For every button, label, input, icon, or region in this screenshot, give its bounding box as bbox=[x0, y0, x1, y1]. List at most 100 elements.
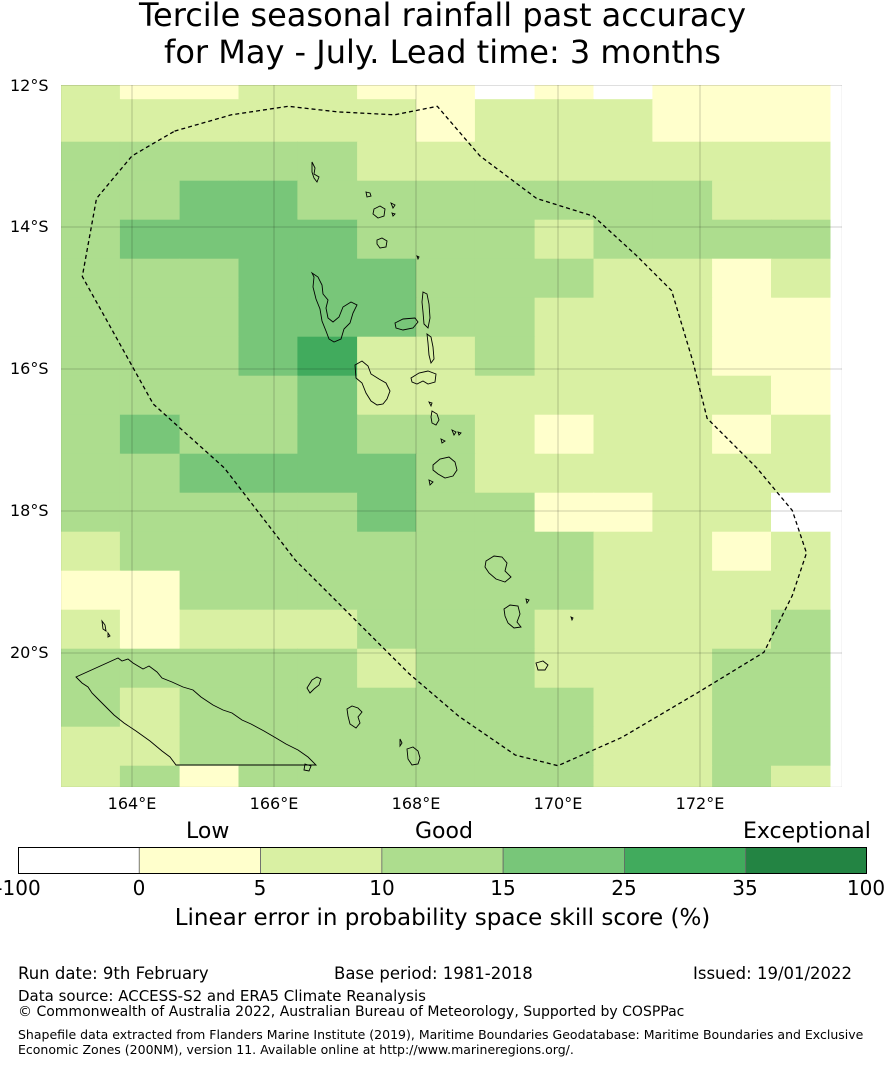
grid-cell bbox=[771, 297, 831, 338]
grid-cell bbox=[61, 687, 121, 728]
grid-cell bbox=[357, 570, 417, 611]
colorbar-segment bbox=[624, 847, 747, 874]
grid-cell bbox=[712, 219, 772, 260]
grid-cell bbox=[297, 99, 358, 143]
grid-cell bbox=[593, 99, 653, 143]
grid-cell bbox=[771, 375, 831, 416]
grid-cell bbox=[179, 141, 240, 182]
grid-cell bbox=[534, 258, 595, 299]
grid-cell bbox=[238, 219, 298, 260]
grid-cell bbox=[238, 258, 298, 299]
grid-cell bbox=[238, 453, 298, 494]
grid-cell bbox=[474, 141, 536, 182]
grid-cell bbox=[357, 375, 417, 416]
grid-cell bbox=[416, 85, 476, 100]
grid-cell bbox=[712, 453, 772, 494]
grid-cell bbox=[61, 141, 121, 182]
grid-cell bbox=[416, 219, 476, 260]
grid-cell bbox=[357, 765, 417, 787]
grid-cell bbox=[119, 258, 181, 299]
grid-cell bbox=[474, 219, 536, 260]
grid-cell bbox=[474, 453, 536, 494]
grid-cell bbox=[593, 492, 653, 533]
grid-cell bbox=[179, 570, 240, 611]
grid-cell bbox=[593, 180, 653, 221]
grid-cell bbox=[61, 609, 121, 650]
grid-cell bbox=[119, 531, 181, 572]
grid-cell bbox=[238, 336, 298, 377]
grid-cell bbox=[238, 297, 298, 338]
grid-cell bbox=[593, 765, 653, 787]
grid-cell bbox=[712, 141, 772, 182]
grid-cell bbox=[474, 336, 536, 377]
grid-cell bbox=[238, 687, 298, 728]
grid-cell bbox=[297, 219, 358, 260]
grid-cell bbox=[712, 375, 772, 416]
grid-cell bbox=[61, 99, 121, 143]
grid-cell bbox=[534, 453, 595, 494]
island-mare bbox=[406, 746, 421, 766]
grid-cell bbox=[61, 297, 121, 338]
grid-cell bbox=[534, 99, 595, 143]
grid-cell bbox=[593, 336, 653, 377]
grid-cell bbox=[297, 85, 358, 100]
grid-cell bbox=[416, 180, 476, 221]
grid-cell bbox=[474, 180, 536, 221]
grid-cell bbox=[712, 258, 772, 299]
grid-cell bbox=[474, 531, 536, 572]
skill-grid-cells bbox=[61, 85, 831, 787]
base-period: Base period: 1981-2018 bbox=[334, 964, 533, 983]
new-caledonia bbox=[75, 657, 318, 766]
colorbar-category-good: Good bbox=[415, 819, 473, 844]
grid-cell bbox=[771, 531, 831, 572]
island-maewo bbox=[421, 291, 431, 329]
grid-cell bbox=[593, 85, 653, 100]
grid-cell bbox=[593, 141, 653, 182]
grid-cell bbox=[771, 726, 831, 767]
island-gaua bbox=[372, 205, 386, 219]
grid-cell bbox=[652, 180, 713, 221]
grid-cell bbox=[119, 648, 181, 689]
grid-cell bbox=[474, 726, 536, 767]
island-vanua-lava bbox=[390, 202, 396, 217]
skill-score-map bbox=[61, 85, 842, 787]
grid-cell bbox=[238, 726, 298, 767]
grid-cell bbox=[61, 258, 121, 299]
grid-cell bbox=[61, 726, 121, 767]
grid-cell bbox=[179, 609, 240, 650]
grid-cell bbox=[61, 531, 121, 572]
colorbar-tick: 25 bbox=[611, 876, 637, 900]
grid-cell bbox=[179, 531, 240, 572]
grid-cell bbox=[119, 414, 181, 455]
lat-label-20s: 20°S bbox=[10, 643, 49, 662]
lat-label-12s: 12°S bbox=[10, 76, 49, 95]
grid-cell bbox=[712, 726, 772, 767]
grid-cell bbox=[297, 648, 358, 689]
grid-cell bbox=[61, 492, 121, 533]
grid-cell bbox=[712, 531, 772, 572]
grid-cell bbox=[297, 726, 358, 767]
grid-cell bbox=[119, 180, 181, 221]
grid-cell bbox=[357, 141, 417, 182]
grid-cell bbox=[297, 375, 358, 416]
grid-cell bbox=[357, 258, 417, 299]
grid-cell bbox=[297, 453, 358, 494]
grid-cell bbox=[357, 687, 417, 728]
grid-cell bbox=[652, 219, 713, 260]
grid-cell bbox=[534, 297, 595, 338]
grid-cell bbox=[416, 765, 476, 787]
grid-cell bbox=[771, 570, 831, 611]
grid-cell bbox=[474, 85, 536, 100]
grid-cell bbox=[712, 297, 772, 338]
island-espiritu-santo bbox=[310, 271, 358, 343]
grid-cell bbox=[593, 258, 653, 299]
lat-label-18s: 18°S bbox=[10, 501, 49, 520]
island-ambrym bbox=[410, 370, 437, 385]
grid-cell bbox=[474, 492, 536, 533]
island-aneityum bbox=[535, 660, 549, 671]
grid-cell bbox=[416, 141, 476, 182]
grid-cell bbox=[416, 531, 476, 572]
grid-cell bbox=[297, 258, 358, 299]
vanuatu-eez-boundary bbox=[81, 105, 808, 767]
grid-cell bbox=[652, 765, 713, 787]
